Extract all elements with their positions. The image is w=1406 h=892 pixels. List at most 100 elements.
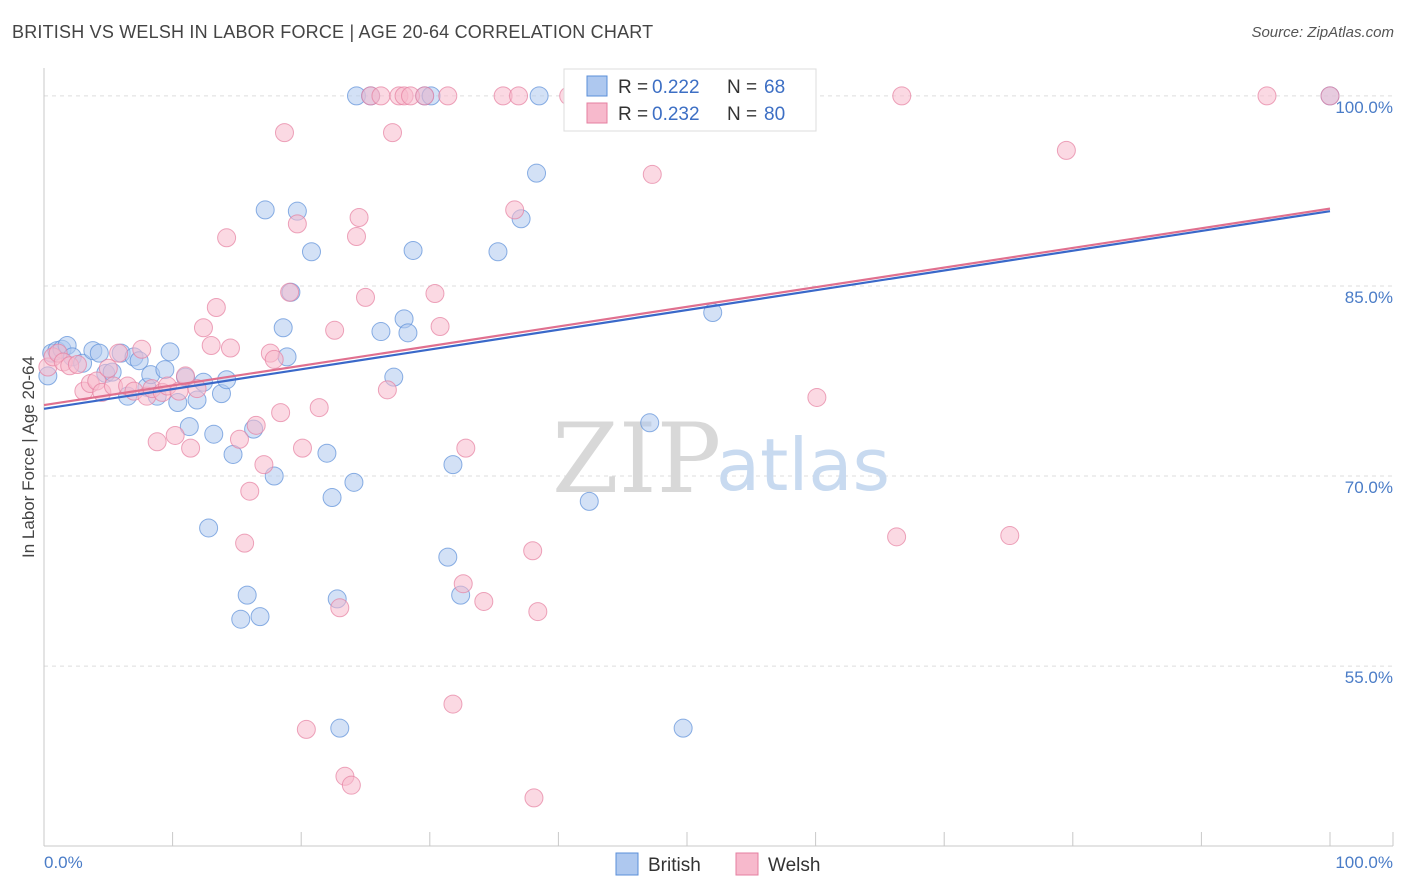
point-welsh-65 (456, 438, 476, 458)
point-british-19 (160, 342, 180, 362)
point-welsh-71 (524, 788, 544, 808)
x-tick-label-max: 100.0% (1335, 853, 1393, 872)
legend-top-british-n-value: 68 (764, 77, 785, 98)
point-welsh-78 (1000, 526, 1020, 546)
legend-top-welsh-r-value: 0.232 (652, 104, 700, 125)
point-british-40 (301, 242, 321, 262)
legend-top-welsh-r-label: R = (618, 104, 648, 125)
legend-top-british-n-label: N = (727, 77, 757, 98)
legend-bottom-british-swatch (615, 852, 639, 876)
point-british-48 (371, 322, 391, 342)
point-welsh-42 (292, 438, 312, 458)
point-welsh-55 (383, 123, 403, 143)
source-label: Source: ZipAtlas.com (1251, 24, 1394, 41)
point-welsh-30 (220, 338, 240, 358)
point-british-41 (317, 443, 337, 463)
watermark-zip: ZIP (552, 403, 721, 515)
point-welsh-37 (264, 349, 284, 369)
point-welsh-75 (807, 387, 827, 407)
point-welsh-24 (181, 438, 201, 458)
point-british-22 (179, 417, 199, 437)
point-british-62 (579, 491, 599, 511)
series-welsh-points (38, 86, 1340, 808)
point-welsh-74 (642, 164, 662, 184)
legend-top-welsh-swatch (586, 102, 608, 124)
point-welsh-59 (415, 86, 435, 106)
point-welsh-18 (147, 432, 167, 452)
point-welsh-33 (240, 481, 260, 501)
point-welsh-54 (377, 380, 397, 400)
legend-bottom-welsh-swatch (735, 852, 759, 876)
point-british-25 (199, 518, 219, 538)
point-welsh-44 (309, 398, 329, 418)
point-welsh-62 (438, 86, 458, 106)
y-tick-label-85: 85.0% (1345, 288, 1393, 307)
point-welsh-79 (1056, 140, 1076, 160)
point-welsh-66 (474, 591, 494, 611)
point-welsh-68 (505, 200, 525, 220)
legend-bottom-british-label: British (648, 855, 701, 876)
point-welsh-40 (280, 282, 300, 302)
point-welsh-72 (528, 602, 548, 622)
trend-lines (43, 207, 1331, 410)
point-welsh-23 (175, 366, 195, 386)
point-welsh-48 (341, 775, 361, 795)
point-welsh-63 (443, 694, 463, 714)
x-tick-label-min: 0.0% (44, 853, 83, 872)
point-welsh-12 (109, 343, 129, 363)
point-british-58 (488, 242, 508, 262)
point-british-33 (250, 607, 270, 627)
point-welsh-69 (509, 86, 529, 106)
legend-top: R = 0.222 N = 68 R = 0.232 N = 80 (563, 68, 817, 132)
legend-top-british-swatch (586, 75, 608, 97)
point-welsh-76 (892, 86, 912, 106)
point-welsh-80 (1257, 86, 1277, 106)
point-welsh-5 (67, 355, 87, 375)
point-british-51 (398, 323, 418, 343)
watermark: ZIP atlas (552, 403, 890, 515)
point-welsh-34 (246, 415, 266, 435)
legend-top-welsh-n-value: 80 (764, 104, 785, 125)
point-british-64 (673, 718, 693, 738)
point-welsh-50 (349, 208, 369, 228)
point-british-52 (403, 240, 423, 260)
grid-lines (44, 95, 1393, 667)
y-axis-tick-labels: 55.0% 70.0% 85.0% 100.0% (1335, 98, 1393, 687)
point-welsh-61 (430, 316, 450, 336)
point-welsh-60 (425, 284, 445, 304)
point-welsh-53 (371, 86, 391, 106)
point-welsh-27 (201, 335, 221, 355)
point-british-34 (255, 200, 275, 220)
point-welsh-49 (346, 227, 366, 247)
y-tick-label-100: 100.0% (1335, 98, 1393, 117)
y-tick-label-55: 55.0% (1345, 668, 1393, 687)
point-welsh-43 (296, 719, 316, 739)
point-welsh-15 (132, 339, 152, 359)
point-welsh-32 (235, 533, 255, 553)
legend-bottom-welsh-label: Welsh (768, 855, 820, 876)
legend-top-british-r-label: R = (618, 77, 648, 98)
trendline-british (43, 210, 1331, 410)
chart-title: BRITISH VS WELSH IN LABOR FORCE | AGE 20… (12, 22, 654, 42)
point-british-30 (231, 609, 251, 629)
point-welsh-39 (274, 123, 294, 143)
x-axis-ticks (172, 832, 1394, 846)
point-welsh-26 (193, 318, 213, 338)
legend-bottom: British Welsh (615, 852, 820, 876)
point-british-31 (237, 585, 257, 605)
point-welsh-35 (254, 455, 274, 475)
point-british-55 (438, 547, 458, 567)
point-welsh-77 (887, 527, 907, 547)
y-axis-title: In Labor Force | Age 20-64 (19, 356, 38, 558)
point-british-61 (529, 86, 549, 106)
point-british-63 (640, 413, 660, 433)
watermark-atlas: atlas (716, 423, 890, 507)
point-british-60 (527, 163, 547, 183)
point-welsh-21 (165, 425, 185, 445)
point-british-42 (322, 488, 342, 508)
point-welsh-31 (229, 429, 249, 449)
legend-top-welsh-n-label: N = (727, 104, 757, 125)
legend-top-british-r-value: 0.222 (652, 77, 700, 98)
point-british-44 (330, 718, 350, 738)
